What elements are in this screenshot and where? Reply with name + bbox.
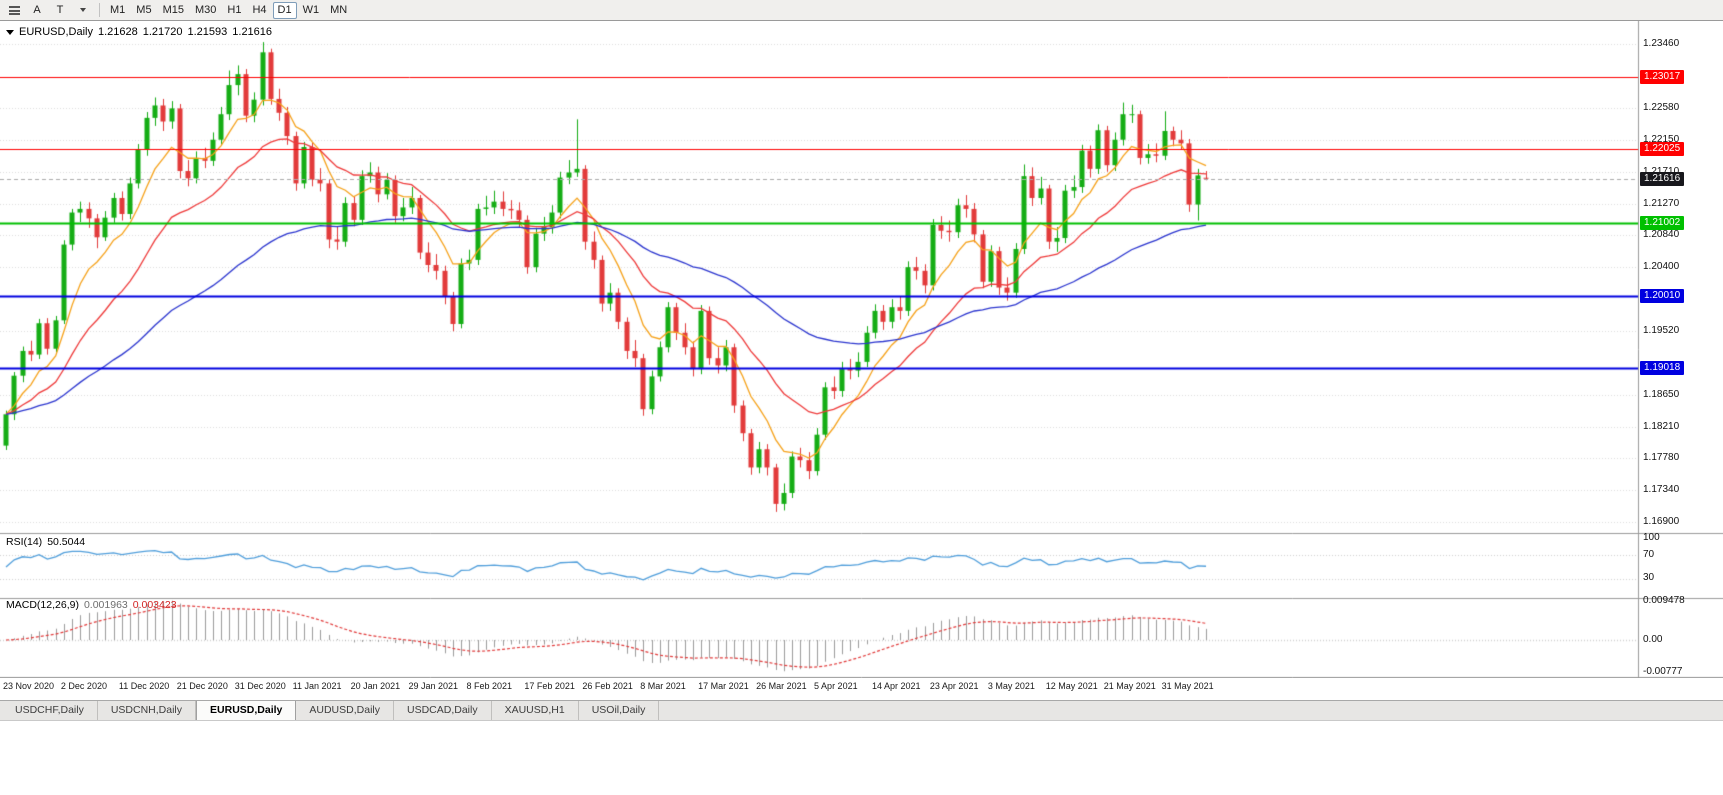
rsi-axis-label-30: 30 [1643, 572, 1655, 583]
price-line-tag: 1.23017 [1640, 69, 1685, 84]
macd-axis-label-min: -0.00777 [1643, 666, 1683, 677]
timeframe-button-m15[interactable]: M15 [162, 4, 184, 16]
date-tick-label: 17 Mar 2021 [698, 681, 749, 691]
price-line-tag: 1.21002 [1640, 216, 1685, 231]
timeframe-button-m30[interactable]: M30 [194, 4, 217, 16]
date-tick-label: 11 Dec 2020 [118, 681, 170, 691]
timeframe-button-h4[interactable]: H4 [252, 4, 267, 16]
macd-name: MACD(12,26,9) [6, 599, 79, 611]
date-tick-label: 14 Apr 2021 [871, 681, 921, 691]
rsi-axis-label-100: 100 [1643, 532, 1660, 543]
chart-tab-usoil-daily[interactable]: USOil,Daily [579, 701, 660, 720]
rsi-indicator-header: RSI(14) 50.5044 [6, 536, 85, 548]
price-line-tag: 1.19018 [1640, 360, 1685, 375]
date-tick-label: 26 Mar 2021 [756, 681, 807, 691]
date-tick-label: 2 Dec 2020 [60, 681, 107, 691]
price-line-tag: 1.20010 [1640, 288, 1685, 303]
date-tick-label: 8 Mar 2021 [640, 681, 686, 691]
ohlc-low: 1.21593 [187, 26, 228, 38]
timeframe-button-m1[interactable]: M1 [110, 4, 126, 16]
price-tick-label: 1.18650 [1643, 388, 1680, 400]
price-tick-label: 1.22150 [1643, 133, 1680, 145]
rsi-name: RSI(14) [6, 536, 43, 548]
date-tick-label: 29 Jan 2021 [408, 681, 459, 691]
macd-signal-value: 0.003423 [132, 599, 177, 611]
macd-axis-label-zero: 0.00 [1643, 634, 1663, 645]
price-tick-label: 1.20840 [1643, 229, 1680, 241]
macd-value: 0.001963 [83, 599, 128, 611]
price-tick-label: 1.22580 [1643, 102, 1680, 114]
price-tick-label: 1.19520 [1643, 325, 1680, 337]
chart-tab-eurusd-daily[interactable]: EURUSD,Daily [196, 701, 297, 720]
price-tick-label: 1.20400 [1643, 261, 1680, 273]
price-chart-canvas[interactable] [0, 21, 1723, 678]
chevron-down-icon [80, 8, 86, 12]
date-tick-label: 26 Feb 2021 [582, 681, 633, 691]
chart-tab-audusd-daily[interactable]: AUDUSD,Daily [296, 701, 394, 720]
price-tick-label: 1.18210 [1643, 420, 1680, 432]
ohlc-open: 1.21628 [97, 26, 138, 38]
chart-tab-usdcad-daily[interactable]: USDCAD,Daily [394, 701, 492, 720]
price-tick-label: 1.17340 [1643, 484, 1680, 496]
cursor-tool-button[interactable]: A [33, 4, 41, 16]
tools-dropdown-button[interactable] [72, 2, 94, 19]
date-tick-label: 8 Feb 2021 [466, 681, 512, 691]
date-tick-label: 23 Nov 2020 [3, 681, 55, 691]
timeframe-button-w1[interactable]: W1 [302, 4, 320, 16]
date-tick-label: 21 May 2021 [1103, 681, 1156, 691]
timeframe-button-h1[interactable]: H1 [227, 4, 242, 16]
date-tick-label: 21 Dec 2020 [176, 681, 228, 691]
price-tick-label: 1.23460 [1643, 38, 1680, 50]
price-line-tag: 1.22025 [1640, 141, 1685, 156]
timeframe-button-m5[interactable]: M5 [136, 4, 152, 16]
chart-tab-xauusd-h1[interactable]: XAUUSD,H1 [492, 701, 579, 720]
chart-tab-usdcnh-daily[interactable]: USDCNH,Daily [98, 701, 197, 720]
ohlc-close: 1.21616 [232, 26, 273, 38]
text-tool-button[interactable]: T [56, 4, 64, 16]
price-tick-label: 1.17780 [1643, 451, 1680, 463]
chart-type-button[interactable] [3, 2, 25, 19]
date-tick-label: 12 May 2021 [1045, 681, 1098, 691]
chart-tab-usdchf-daily[interactable]: USDCHF,Daily [2, 701, 98, 720]
date-tick-label: 23 Apr 2021 [929, 681, 979, 691]
date-tick-label: 31 May 2021 [1161, 681, 1214, 691]
date-tick-label: 3 May 2021 [987, 681, 1035, 691]
bar-chart-icon [8, 5, 20, 15]
date-tick-label: 31 Dec 2020 [234, 681, 286, 691]
ohlc-high: 1.21720 [142, 26, 183, 38]
price-tick-label: 1.16900 [1643, 516, 1680, 528]
chart-tab-bar: USDCHF,Daily USDCNH,Daily EURUSD,Daily AUDU… [0, 700, 1723, 721]
date-tick-label: 17 Feb 2021 [524, 681, 575, 691]
date-tick-label: 5 Apr 2021 [814, 681, 858, 691]
date-tick-label: 11 Jan 2021 [292, 681, 342, 691]
macd-axis-label-max: 0.009478 [1643, 595, 1685, 606]
collapse-triangle-icon [6, 29, 14, 35]
toolbar-separator [99, 3, 100, 17]
current-price-tag: 1.21616 [1640, 171, 1685, 186]
toolbar: A T M1 M5 M15 M30 H1 H4 D1 W1 MN [0, 0, 1723, 21]
date-tick-label: 20 Jan 2021 [350, 681, 401, 691]
macd-indicator-header: MACD(12,26,9) 0.001963 0.003423 [6, 599, 177, 611]
timeframe-button-d1[interactable]: D1 [272, 1, 297, 19]
rsi-axis-label-70: 70 [1643, 549, 1655, 560]
timeframe-button-mn[interactable]: MN [330, 4, 348, 16]
rsi-value: 50.5044 [47, 536, 86, 548]
chart-ohlc-header: EURUSD,Daily 1.21628 1.21720 1.21593 1.2… [6, 26, 272, 38]
price-tick-label: 1.21710 [1643, 166, 1679, 178]
chart-symbol-period: EURUSD,Daily [19, 26, 93, 38]
price-tick-label: 1.21270 [1643, 197, 1680, 209]
